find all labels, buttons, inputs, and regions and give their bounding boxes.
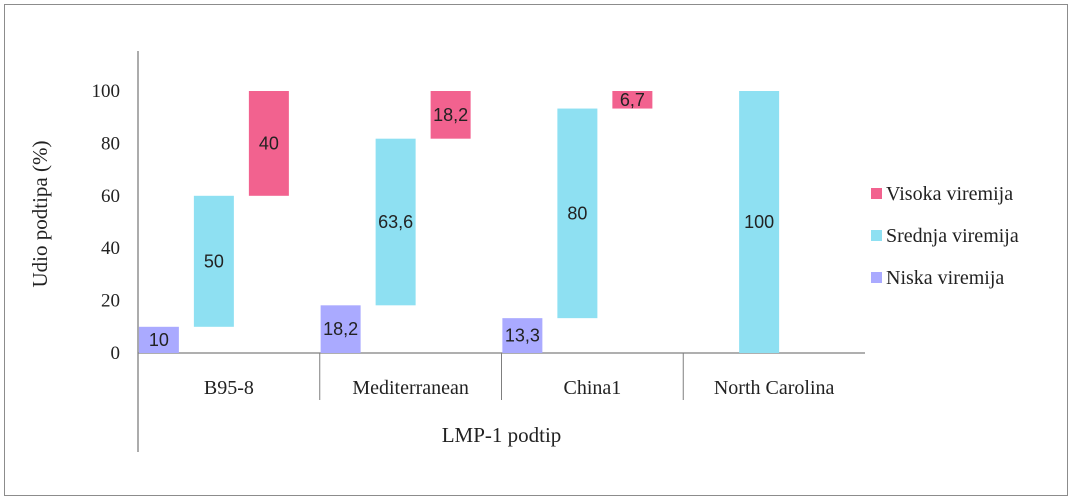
plot-area: 0 20 40 60 80 100 B95-8 10 50 40 Mediterranean 18,2… <box>92 51 865 452</box>
viremia-chart: 0 20 40 60 80 100 B95-8 10 50 40 Mediterranean 18,2… <box>28 51 1019 452</box>
data-label: 100 <box>744 212 774 232</box>
data-label: 18,2 <box>433 105 468 125</box>
data-label: 40 <box>259 133 279 153</box>
category-label: Mediterranean <box>352 377 469 399</box>
bar-visoka-viremija <box>612 91 653 109</box>
legend-label: Visoka viremija <box>886 183 1013 205</box>
bar-visoka-viremija <box>248 91 289 196</box>
y-axis-title: Udio podtipa (%) <box>28 141 52 288</box>
data-label: 13,3 <box>505 326 540 346</box>
chart-frame: 0 20 40 60 80 100 B95-8 10 50 40 Mediterranean 18,2… <box>4 4 1068 496</box>
data-label: 80 <box>567 203 587 223</box>
x-axis-title: LMP-1 podtip <box>442 423 562 447</box>
y-tick-label: 100 <box>92 81 121 102</box>
y-tick-label: 80 <box>101 133 120 154</box>
bar-srednja-viremija <box>739 91 780 353</box>
legend-label: Srednja viremija <box>886 225 1019 247</box>
category-label: North Carolina <box>714 377 835 399</box>
legend: Visoka viremija Srednja viremija Niska vir… <box>871 183 1019 289</box>
legend-label: Niska viremija <box>886 267 1004 289</box>
bar-srednja-viremija <box>193 195 234 327</box>
category-label: China1 <box>563 377 621 399</box>
y-tick-label: 20 <box>101 291 120 312</box>
bar-srednja-viremija <box>375 138 416 306</box>
data-label: 6,7 <box>620 90 645 110</box>
legend-swatch <box>871 188 882 199</box>
data-label: 10 <box>149 330 169 350</box>
bar-srednja-viremija <box>557 108 598 319</box>
data-label: 50 <box>204 251 224 271</box>
category-label: B95-8 <box>204 377 254 399</box>
data-label: 18,2 <box>323 319 358 339</box>
y-tick-label: 0 <box>111 343 121 364</box>
data-label: 63,6 <box>378 212 413 232</box>
y-tick-label: 40 <box>101 238 120 259</box>
bar-niska-viremija <box>502 318 543 353</box>
bar-niska-viremija <box>320 305 361 353</box>
y-tick-label: 60 <box>101 186 120 207</box>
bar-niska-viremija <box>138 326 179 353</box>
bar-visoka-viremija <box>430 91 471 139</box>
legend-swatch <box>871 230 882 241</box>
legend-swatch <box>871 272 882 283</box>
